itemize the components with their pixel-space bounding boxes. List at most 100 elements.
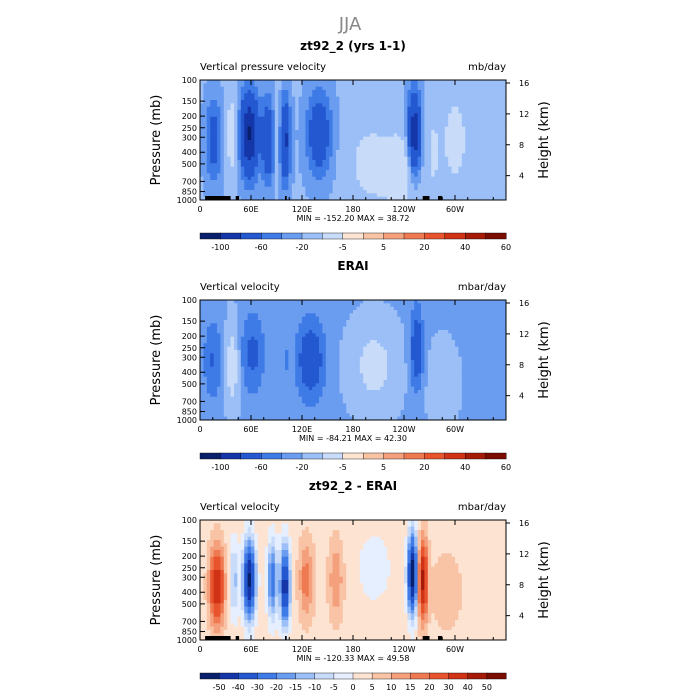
heatmap-cell [404,136,408,141]
heatmap-cell [308,176,313,181]
heatmap-cell [441,140,446,144]
heatmap-cell [492,180,497,184]
heatmap-cell [342,120,347,124]
heatmap-cell [363,80,367,84]
heatmap-cell [274,110,279,114]
heatmap-cell [482,110,486,114]
heatmap-cell [336,316,340,321]
heatmap-cell [495,183,500,188]
heatmap-cell [339,110,344,114]
heatmap-cell [230,176,235,181]
heatmap-cell [427,163,432,168]
heatmap-cell [332,300,337,304]
heatmap-cell [390,190,395,194]
heatmap-cell [417,183,422,188]
heatmap-cell [393,130,398,134]
heatmap-cell [448,336,452,341]
heatmap-cell [407,323,412,328]
heatmap-cell [281,300,286,304]
heatmap-cell [203,300,208,304]
heatmap-cell [254,300,259,304]
heatmap-cell [251,116,255,121]
y-right-tick-label: 4 [519,172,524,181]
heatmap-cell [274,140,279,144]
heatmap-cell [251,340,255,344]
heatmap-cell [234,316,238,321]
heatmap-cell [254,150,259,154]
heatmap-cell [356,180,361,184]
heatmap-cell [305,96,310,101]
heatmap-cell [370,346,374,351]
heatmap-cell [475,93,480,98]
heatmap-cell [210,86,214,91]
heatmap-cell [366,103,371,108]
heatmap-cell [472,353,476,358]
heatmap-cell [312,176,316,181]
heatmap-cell [424,350,429,354]
heatmap-cell [227,316,231,321]
heatmap-cell [220,193,225,198]
heatmap-cell [485,80,490,84]
heatmap-cell [332,173,337,178]
heatmap-cell [380,343,384,348]
heatmap-cell [431,86,435,91]
heatmap-cell [227,100,231,104]
heatmap-cell [298,123,303,128]
heatmap-cell [251,190,255,194]
heatmap-cell [502,183,507,188]
heatmap-cell [288,353,293,358]
heatmap-cell [298,103,303,108]
heatmap-cell [302,180,306,184]
heatmap-cell [421,106,425,111]
heatmap-cell [424,80,429,84]
heatmap-cell [499,146,503,151]
heatmap-cell [353,333,357,338]
heatmap-cell [217,113,221,118]
heatmap-cell [410,343,415,348]
heatmap-cell [223,153,228,158]
heatmap-cell [502,116,507,121]
heatmap-cell [332,180,337,184]
heatmap-cell [329,123,333,128]
heatmap-cell [268,300,272,304]
heatmap-cell [397,353,401,358]
heatmap-cell [448,86,452,91]
heatmap-cell [244,343,248,348]
heatmap-cell [305,306,310,311]
heatmap-cell [349,176,354,181]
heatmap-cell [203,193,208,198]
heatmap-cell [400,320,405,324]
heatmap-cell [288,326,293,331]
heatmap-cell [397,300,401,304]
heatmap-cell [346,320,350,324]
heatmap-cell [203,160,208,164]
heatmap-cell [342,123,347,128]
heatmap-cell [370,356,374,361]
heatmap-cell [441,126,446,131]
heatmap-cell [468,340,473,344]
heatmap-cell [278,163,282,168]
heatmap-cell [478,196,483,201]
heatmap-cell [370,150,374,154]
heatmap-cell [261,160,265,164]
heatmap-cell [407,133,412,138]
heatmap-cell [291,323,296,328]
heatmap-cell [417,180,422,184]
heatmap-cell [451,146,456,151]
heatmap-cell [342,303,347,308]
heatmap-cell [336,80,340,84]
heatmap-cell [274,186,279,191]
heatmap-cell [499,103,503,108]
heatmap-cell [410,183,415,188]
y-right-tick-label: 16 [519,79,529,88]
heatmap-cell [234,310,238,314]
heatmap-cell [495,190,500,194]
heatmap-cell [438,173,442,178]
heatmap-cell [427,306,432,311]
heatmap-cell [489,330,493,334]
heatmap-cell [281,130,286,134]
heatmap-cell [271,353,276,358]
heatmap-cell [322,130,327,134]
heatmap-cell [356,186,361,191]
heatmap-cell [359,316,364,321]
